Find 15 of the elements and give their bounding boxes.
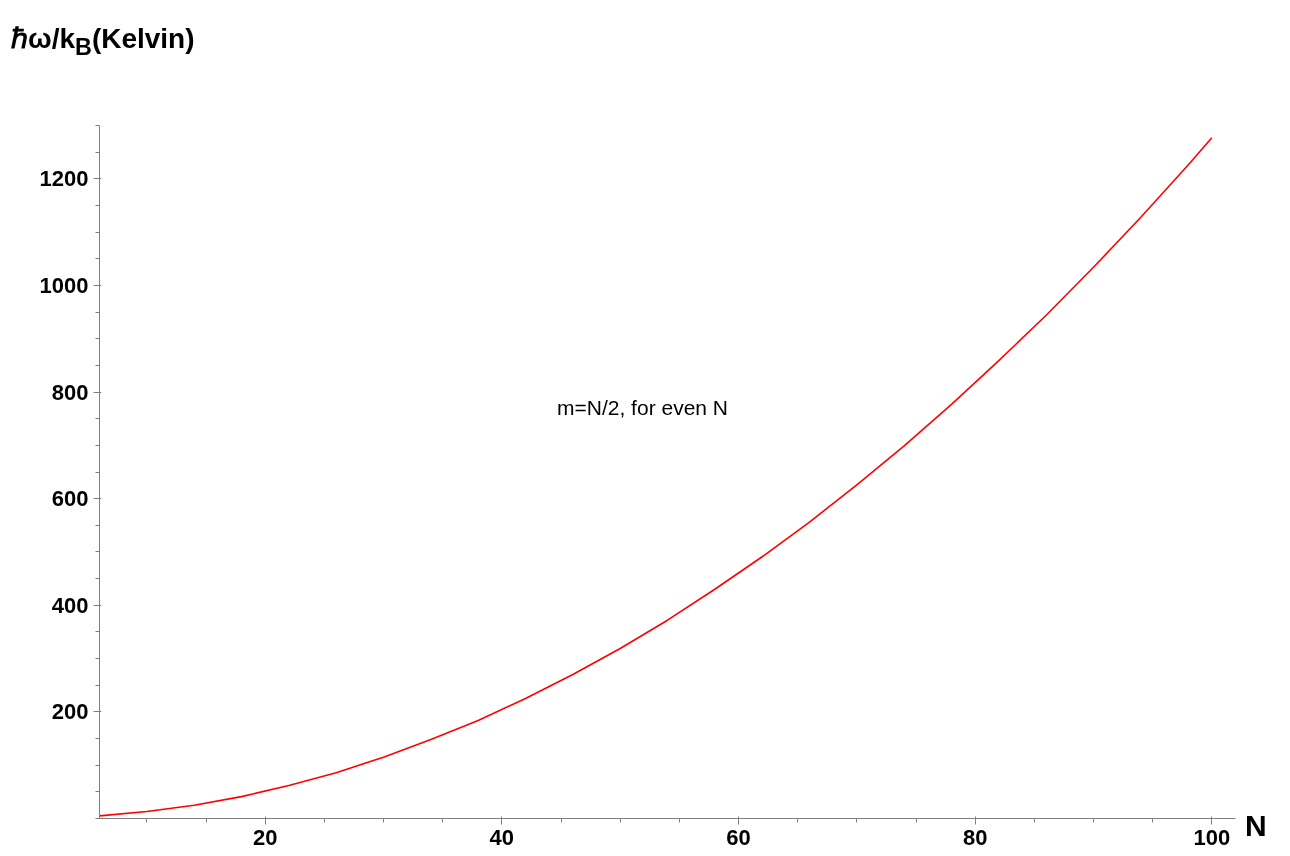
y-tick-label: 200: [51, 699, 89, 725]
y-tick-label: 600: [51, 486, 89, 512]
x-tick-label: 40: [489, 824, 515, 850]
x-tick-label: 80: [962, 824, 988, 850]
line-series: [99, 136, 1213, 817]
x-tick-label: 60: [726, 824, 751, 850]
x-tick-label: 100: [1193, 824, 1231, 850]
y-tick-label: 1200: [39, 166, 89, 192]
x-axis-title: N: [1245, 808, 1267, 844]
y-tick-label: 400: [51, 592, 89, 618]
annotation: m=N/2, for even N: [557, 395, 728, 419]
y-axis-title: ℏω/k$_{B}$(Kelvin): [11, 22, 195, 62]
y-tick-label: 1000: [39, 272, 89, 298]
y-tick-label: 800: [51, 379, 89, 405]
x-tick-label: 20: [252, 824, 278, 850]
